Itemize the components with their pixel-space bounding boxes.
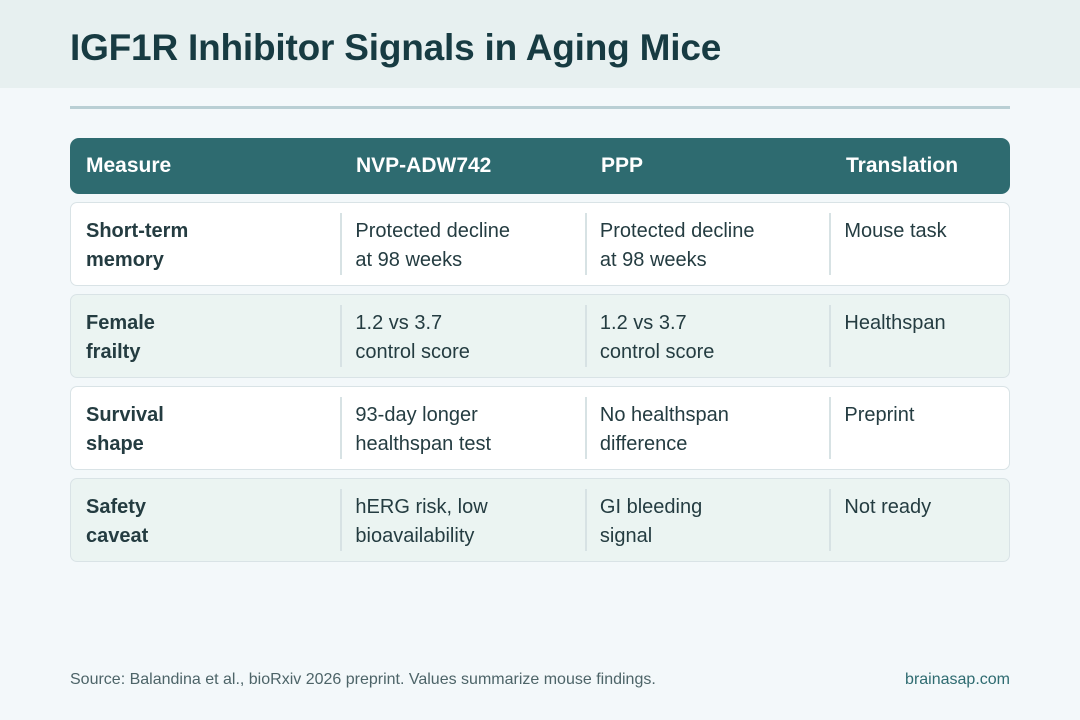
measure-line: caveat — [86, 525, 149, 547]
measure-line: Safety — [86, 496, 147, 518]
header-translation: Translation — [846, 154, 959, 177]
ppp-cell: GI bleeding signal — [584, 479, 829, 561]
measure-line: shape — [86, 433, 144, 455]
nvp-line: 93-day longer — [355, 404, 478, 426]
nvp-line: Protected decline — [355, 220, 510, 242]
ppp-line: Protected decline — [599, 220, 755, 242]
nvp-cell: Protected decline at 98 weeks — [340, 203, 584, 285]
source-note: Source: Balandina et al., bioRxiv 2026 p… — [70, 671, 656, 688]
header-measure: Measure — [86, 154, 172, 177]
translation-cell: Healthspan — [829, 295, 1009, 377]
measure-line: frailty — [86, 341, 141, 363]
title-divider — [70, 106, 1010, 109]
table-row: Survival shape 93-day longer healthspan … — [70, 386, 1010, 470]
ppp-cell: 1.2 vs 3.7 control score — [584, 295, 829, 377]
table-row: Female frailty 1.2 vs 3.7 control score … — [70, 294, 1010, 378]
page-title: IGF1R Inhibitor Signals in Aging Mice — [70, 27, 722, 68]
measure-line: Short-term — [86, 220, 189, 242]
measure-line: memory — [86, 249, 164, 271]
nvp-line: at 98 weeks — [355, 249, 463, 271]
ppp-line: GI bleeding — [599, 496, 703, 518]
nvp-cell: 93-day longer healthspan test — [340, 387, 584, 469]
measure-line: Female — [86, 312, 155, 334]
header-ppp: PPP — [601, 154, 644, 177]
measure-cell: Short-term memory — [71, 203, 340, 285]
ppp-cell: Protected decline at 98 weeks — [584, 203, 829, 285]
comparison-table: Measure NVP-ADW742 PPP Translation Short… — [70, 138, 1010, 562]
header-nvp-adw742: NVP-ADW742 — [356, 154, 492, 177]
translation-cell: Mouse task — [829, 203, 1009, 285]
ppp-line: signal — [599, 525, 653, 547]
nvp-cell: 1.2 vs 3.7 control score — [340, 295, 584, 377]
measure-cell: Survival shape — [71, 387, 340, 469]
ppp-cell: No healthspan difference — [584, 387, 829, 469]
measure-cell: Safety caveat — [71, 479, 340, 561]
ppp-line: at 98 weeks — [599, 249, 707, 271]
nvp-line: bioavailability — [355, 525, 475, 547]
nvp-cell: hERG risk, low bioavailability — [340, 479, 584, 561]
title-band — [0, 0, 1080, 88]
measure-line: Survival — [86, 404, 164, 426]
nvp-line: 1.2 vs 3.7 — [355, 312, 443, 334]
ppp-line: No healthspan — [599, 404, 729, 426]
table-row: Safety caveat hERG risk, low bioavailabi… — [70, 478, 1010, 562]
table-header-row: Measure NVP-ADW742 PPP Translation — [70, 138, 1010, 194]
brand-link[interactable]: brainasap.com — [905, 671, 1010, 688]
table-row: Short-term memory Protected decline at 9… — [70, 202, 1010, 286]
ppp-line: 1.2 vs 3.7 — [599, 312, 687, 334]
nvp-line: control score — [355, 341, 470, 363]
measure-cell: Female frailty — [71, 295, 340, 377]
translation-cell: Not ready — [829, 479, 1009, 561]
ppp-line: difference — [599, 433, 688, 455]
translation-cell: Preprint — [829, 387, 1009, 469]
nvp-line: healthspan test — [355, 433, 492, 455]
nvp-line: hERG risk, low — [355, 496, 488, 518]
ppp-line: control score — [599, 341, 715, 363]
